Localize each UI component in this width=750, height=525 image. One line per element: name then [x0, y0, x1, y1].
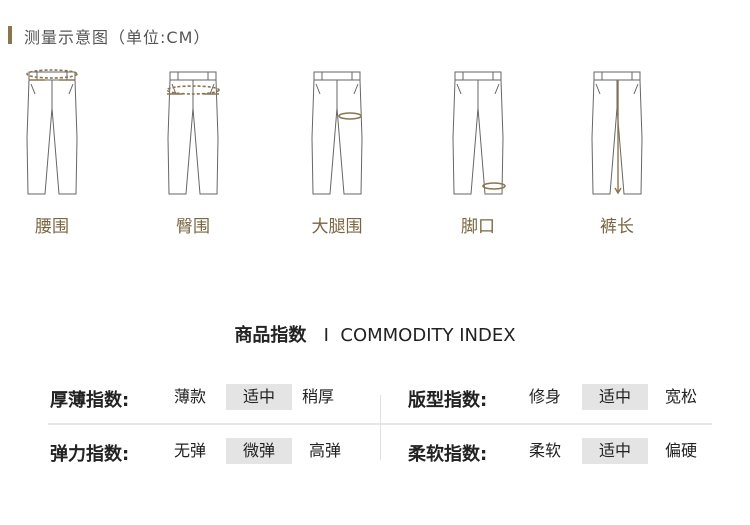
title-separator: I	[323, 325, 329, 346]
thickness-label: 厚薄指数:	[50, 390, 130, 411]
thickness-option: 稍厚	[301, 387, 334, 406]
pants-waist-icon	[26, 69, 78, 195]
commodity-index-title: 商品指数 I COMMODITY INDEX	[0, 321, 750, 347]
pants-hem-icon	[452, 71, 506, 195]
elasticity-option: 无弹	[173, 441, 206, 460]
fit-option: 宽松	[664, 387, 697, 406]
measure-label-thigh: 大腿围	[311, 217, 363, 237]
title-en: COMMODITY INDEX	[340, 325, 516, 346]
column-divider	[380, 395, 381, 460]
measure-label-hip: 臀围	[176, 217, 210, 237]
softness-label: 柔软指数:	[408, 444, 488, 465]
pants-thigh-icon	[311, 71, 363, 195]
softness-option-selected: 适中	[582, 438, 648, 464]
pants-hip-icon	[166, 71, 220, 195]
fit-label: 版型指数:	[408, 390, 488, 411]
title-cn: 商品指数	[234, 325, 307, 346]
measure-label-hem: 脚口	[461, 217, 495, 237]
softness-option: 柔软	[528, 441, 561, 460]
thickness-option-selected: 适中	[226, 384, 292, 410]
pants-length-icon	[591, 71, 643, 195]
fit-option-selected: 适中	[582, 384, 648, 410]
fit-option: 修身	[528, 387, 561, 406]
measure-label-waist: 腰围	[35, 217, 69, 237]
header-accent-bar	[8, 26, 12, 44]
measure-label-length: 裤长	[600, 217, 634, 237]
thickness-option: 薄款	[173, 387, 206, 406]
elasticity-option: 高弹	[308, 441, 341, 460]
section-title: 测量示意图（单位:CM）	[24, 28, 211, 47]
elasticity-label: 弹力指数:	[50, 444, 130, 465]
elasticity-option-selected: 微弹	[226, 438, 292, 464]
softness-option: 偏硬	[664, 441, 697, 460]
